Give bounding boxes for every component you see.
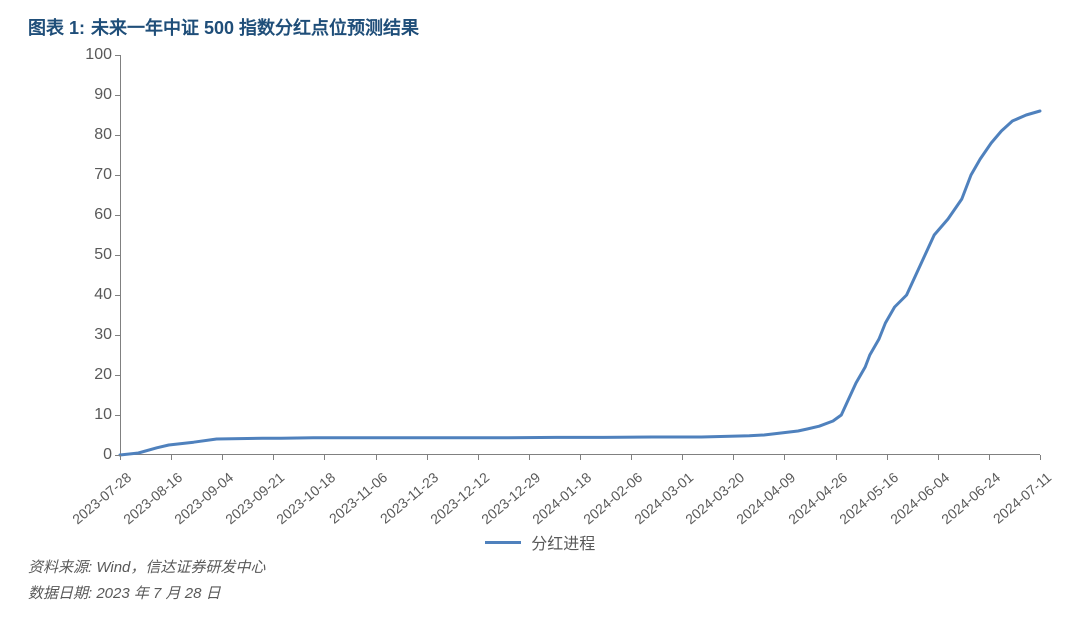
y-tick-label: 30 xyxy=(94,326,112,344)
x-tick-mark xyxy=(887,455,888,460)
legend: 分红进程 xyxy=(0,530,1080,554)
x-tick-mark xyxy=(989,455,990,460)
y-tick-mark xyxy=(115,415,120,416)
y-tick-label: 50 xyxy=(94,246,112,264)
y-tick-label: 10 xyxy=(94,406,112,424)
x-tick-mark xyxy=(836,455,837,460)
y-tick-mark xyxy=(115,55,120,56)
x-tick-mark xyxy=(222,455,223,460)
x-tick-mark xyxy=(273,455,274,460)
y-tick-label: 100 xyxy=(85,46,112,64)
y-tick-mark xyxy=(115,255,120,256)
x-tick-mark xyxy=(478,455,479,460)
source-value: Wind，信达证券研发中心 xyxy=(96,559,265,576)
legend-swatch xyxy=(485,541,521,544)
x-tick-mark xyxy=(784,455,785,460)
x-tick-mark xyxy=(427,455,428,460)
y-tick-mark xyxy=(115,375,120,376)
x-tick-mark xyxy=(324,455,325,460)
chart-container: 图表 1: 未来一年中证 500 指数分红点位预测结果 010203040506… xyxy=(0,0,1080,624)
line-series-svg xyxy=(120,55,1040,455)
y-tick-label: 70 xyxy=(94,166,112,184)
source-line: 资料来源: Wind，信达证券研发中心 xyxy=(28,555,265,581)
x-tick-mark xyxy=(1040,455,1041,460)
x-tick-mark xyxy=(120,455,121,460)
date-line: 数据日期: 2023 年 7 月 28 日 xyxy=(28,581,265,607)
y-tick-mark xyxy=(115,335,120,336)
y-tick-mark xyxy=(115,135,120,136)
y-tick-label: 80 xyxy=(94,126,112,144)
x-tick-mark xyxy=(682,455,683,460)
plot-area: 01020304050607080901002023-07-282023-08-… xyxy=(120,55,1040,455)
x-tick-mark xyxy=(171,455,172,460)
y-tick-label: 0 xyxy=(103,446,112,464)
x-tick-mark xyxy=(938,455,939,460)
y-tick-label: 40 xyxy=(94,286,112,304)
y-tick-mark xyxy=(115,295,120,296)
y-tick-label: 90 xyxy=(94,86,112,104)
y-tick-mark xyxy=(115,215,120,216)
series-line xyxy=(120,111,1040,455)
y-tick-label: 20 xyxy=(94,366,112,384)
title-prefix: 图表 1: xyxy=(28,14,85,40)
y-tick-mark xyxy=(115,175,120,176)
title-text: 未来一年中证 500 指数分红点位预测结果 xyxy=(91,14,419,40)
date-value: 2023 年 7 月 28 日 xyxy=(96,585,220,602)
chart-title: 图表 1: 未来一年中证 500 指数分红点位预测结果 xyxy=(0,0,1080,40)
legend-label: 分红进程 xyxy=(531,536,595,553)
source-label: 资料来源: xyxy=(28,559,92,576)
x-tick-mark xyxy=(529,455,530,460)
y-tick-label: 60 xyxy=(94,206,112,224)
footer: 资料来源: Wind，信达证券研发中心 数据日期: 2023 年 7 月 28 … xyxy=(28,555,265,606)
x-tick-mark xyxy=(631,455,632,460)
x-tick-mark xyxy=(733,455,734,460)
x-tick-mark xyxy=(376,455,377,460)
date-label: 数据日期: xyxy=(28,585,92,602)
x-tick-mark xyxy=(580,455,581,460)
y-tick-mark xyxy=(115,95,120,96)
